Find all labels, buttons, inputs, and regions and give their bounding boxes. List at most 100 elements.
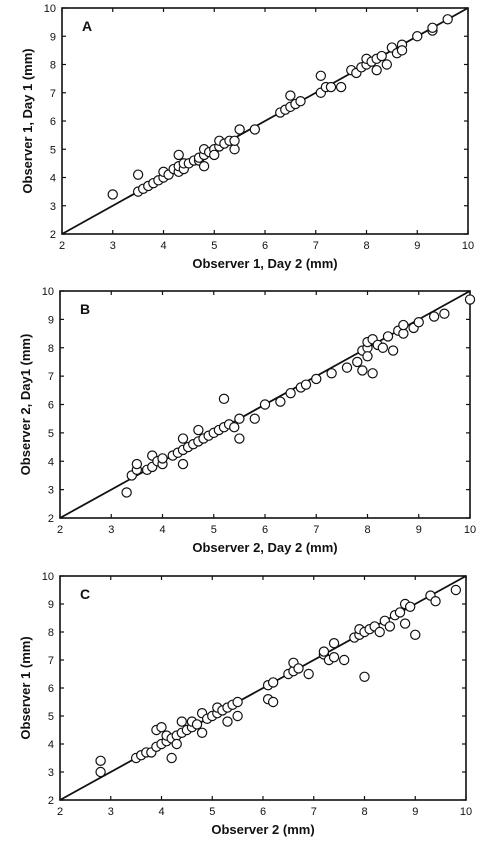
data-point-b-31 (275, 396, 286, 407)
points-c (95, 584, 462, 778)
data-point-b-51 (398, 328, 409, 339)
data-point-b-3 (131, 458, 143, 470)
x-tick-label-c-4: 6 (260, 806, 266, 818)
x-tick-label-b-7: 9 (416, 524, 422, 536)
x-tick-label-b-4: 6 (262, 524, 268, 536)
data-point-c-60 (394, 607, 406, 618)
data-point-b-32 (285, 387, 296, 399)
y-tick-label-b-0: 2 (48, 513, 54, 525)
x-tick-label-a-8: 10 (462, 240, 474, 252)
y-tick-label-a-7: 9 (50, 31, 56, 43)
panel-b: 2 3 4 5 6 7 8 9 10 2 3 4 5 6 7 8 9 10 B Observer 2, Day 2… (18, 286, 476, 555)
y-tick-label-b-2: 4 (48, 456, 54, 468)
data-point-b-52 (398, 319, 409, 331)
data-point-b-13 (177, 433, 189, 444)
data-point-c-64 (410, 629, 421, 641)
x-tick-label-c-0: 2 (57, 806, 63, 818)
panel-label-c: C (80, 586, 90, 602)
data-point-b-18 (193, 424, 204, 436)
y-tick-label-c-7: 9 (48, 599, 54, 611)
x-tick-label-a-2: 4 (160, 240, 166, 252)
x-tick-label-c-3: 5 (209, 806, 215, 818)
data-point-c-44 (318, 646, 330, 657)
data-point-b-47 (377, 342, 389, 353)
x-tick-label-b-5: 7 (313, 524, 319, 536)
data-point-c-17 (176, 716, 187, 727)
data-point-a-43 (325, 81, 337, 93)
data-point-a-52 (371, 64, 382, 76)
x-axis-title-a: Observer 1, Day 2 (mm) (192, 256, 337, 271)
x-tick-label-a-0: 2 (59, 240, 65, 252)
data-point-c-33 (232, 710, 243, 722)
x-tick-label-c-6: 8 (361, 806, 367, 818)
data-point-a-31 (229, 135, 240, 146)
data-point-b-38 (352, 356, 363, 368)
y-axis-title-a: Observer 1, Day 1 (mm) (20, 48, 35, 193)
data-point-a-41 (315, 70, 327, 82)
data-point-c-67 (450, 584, 462, 596)
x-axis-title-b: Observer 2, Day 2 (mm) (192, 540, 337, 555)
data-point-a-62 (442, 14, 453, 25)
data-point-b-24 (218, 393, 230, 405)
points-a (107, 14, 453, 200)
data-point-b-34 (300, 379, 312, 390)
y-tick-label-b-5: 7 (48, 371, 54, 383)
y-tick-label-b-7: 9 (48, 314, 54, 326)
data-point-c-22 (196, 727, 208, 739)
y-tick-label-b-3: 5 (48, 428, 54, 440)
data-point-c-58 (384, 621, 396, 632)
data-point-b-37 (341, 362, 353, 373)
x-axis-title-c: Observer 2 (mm) (211, 822, 314, 837)
y-tick-label-c-5: 7 (48, 655, 54, 667)
x-tick-label-c-1: 3 (108, 806, 114, 818)
data-point-a-1 (132, 169, 144, 180)
y-tick-label-c-2: 4 (48, 739, 54, 751)
data-point-b-42 (362, 351, 373, 362)
x-tick-label-a-4: 6 (262, 240, 268, 252)
data-point-b-26 (229, 422, 240, 433)
data-point-a-61 (427, 22, 438, 33)
y-tick-label-c-8: 10 (42, 571, 54, 583)
y-tick-label-b-4: 6 (48, 400, 54, 412)
data-point-a-33 (249, 124, 261, 135)
data-point-c-12 (166, 752, 177, 764)
identity-line-a (61, 7, 469, 235)
data-point-b-27 (234, 413, 245, 424)
data-point-b-28 (234, 433, 245, 444)
data-point-b-35 (311, 373, 322, 385)
x-tick-label-a-3: 5 (211, 240, 217, 252)
data-point-a-54 (381, 59, 392, 70)
data-point-b-54 (413, 317, 424, 328)
x-tick-label-c-8: 10 (460, 806, 472, 818)
y-tick-label-c-0: 2 (48, 795, 54, 807)
data-point-b-48 (382, 331, 394, 342)
data-point-b-0 (121, 487, 132, 498)
data-point-a-44 (335, 81, 347, 93)
data-point-a-53 (376, 50, 387, 62)
ticks-a: 2 3 4 5 6 7 8 9 10 2 3 4 5 6 7 8 9 10 (44, 3, 474, 252)
x-tick-label-c-5: 7 (311, 806, 317, 818)
data-point-c-36 (267, 677, 279, 688)
data-point-a-22 (198, 160, 210, 172)
data-point-a-39 (295, 96, 306, 107)
data-point-a-32 (234, 124, 245, 135)
data-point-b-57 (464, 294, 476, 305)
panel-a: 2 3 4 5 6 7 8 9 10 2 3 4 5 6 7 8 9 10 A Observer 1, Day 2… (20, 3, 474, 271)
panel-label-a: A (82, 18, 92, 34)
data-point-b-9 (157, 453, 168, 464)
data-point-c-47 (328, 638, 340, 649)
y-tick-label-c-1: 3 (48, 767, 54, 779)
panel-label-b: B (80, 301, 90, 317)
data-point-b-40 (357, 365, 368, 376)
y-tick-label-a-8: 10 (44, 3, 56, 15)
identity-line-c (59, 575, 467, 801)
data-point-a-25 (209, 149, 220, 161)
x-tick-label-b-0: 2 (57, 524, 63, 536)
data-point-a-58 (396, 45, 408, 56)
data-point-c-21 (191, 719, 203, 730)
x-tick-label-a-1: 3 (110, 240, 116, 252)
data-point-c-46 (328, 652, 340, 663)
y-tick-label-c-3: 5 (48, 711, 54, 723)
data-point-b-56 (439, 308, 450, 319)
